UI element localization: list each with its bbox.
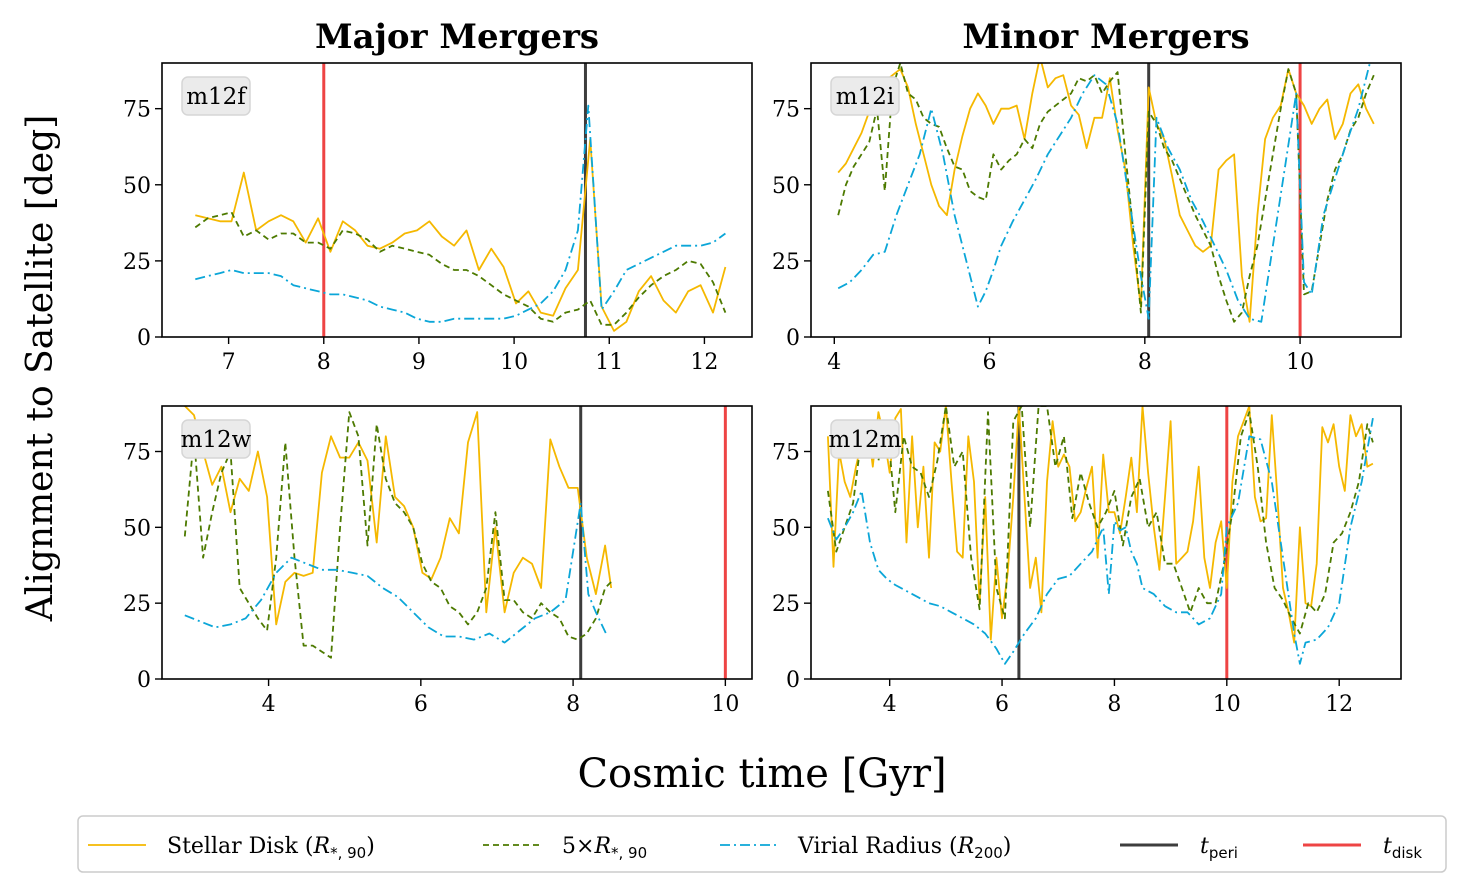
plot-area bbox=[837, 63, 1375, 337]
series-vir-line bbox=[184, 502, 609, 644]
panel-label-text: m12m bbox=[829, 427, 902, 453]
x-tick-label: 6 bbox=[983, 350, 997, 375]
y-tick-label: 75 bbox=[772, 98, 800, 123]
axes-frame bbox=[810, 62, 1402, 338]
y-tick-label: 50 bbox=[123, 516, 151, 541]
axes-frame bbox=[161, 405, 753, 680]
panel-label-text: m12i bbox=[836, 84, 894, 110]
series-five-line bbox=[837, 63, 1375, 323]
legend: Stellar Disk (R*, 90) 5×R*, 90 Virial Radi… bbox=[77, 815, 1447, 873]
y-tick-label: 0 bbox=[786, 668, 800, 693]
x-tick-label: 6 bbox=[995, 692, 1009, 717]
series-disk-line bbox=[837, 63, 1375, 323]
x-tick-label: 4 bbox=[262, 692, 276, 717]
y-tick-label: 25 bbox=[772, 592, 800, 617]
panel-m12i: 4 6 8 10 0 25 50 75 m12i bbox=[772, 62, 1402, 375]
x-tick-label: 12 bbox=[1325, 692, 1353, 717]
x-tick-label: 8 bbox=[1107, 692, 1121, 717]
x-tick-label: 10 bbox=[1213, 692, 1241, 717]
x-tick-label: 4 bbox=[827, 350, 841, 375]
panel-label: m12w bbox=[181, 419, 252, 459]
series-disk-line bbox=[195, 138, 727, 332]
y-tick-label: 25 bbox=[772, 250, 800, 275]
legend-label: Virial Radius (R200) bbox=[797, 834, 1011, 862]
series-five-line bbox=[183, 411, 612, 659]
x-tick-label: 12 bbox=[690, 350, 718, 375]
y-tick-label: 50 bbox=[123, 174, 151, 199]
y-tick-label: 0 bbox=[786, 326, 800, 351]
series-disk-line bbox=[184, 406, 613, 626]
panel-label-text: m12f bbox=[186, 84, 247, 110]
legend-label: tperi bbox=[1200, 834, 1238, 862]
panel-m12f: 7 8 9 10 11 12 0 25 50 75 m12f bbox=[123, 62, 753, 375]
y-tick-label: 75 bbox=[123, 441, 151, 466]
column-title-minor: Minor Mergers bbox=[962, 17, 1249, 57]
plot-area bbox=[194, 63, 727, 337]
x-tick-label: 8 bbox=[1138, 350, 1152, 375]
y-tick-label: 25 bbox=[123, 250, 151, 275]
axes-frame bbox=[161, 62, 753, 338]
legend-item-tdisk: tdisk bbox=[1303, 834, 1422, 862]
series-vir-line bbox=[195, 104, 726, 323]
y-tick-label: 50 bbox=[772, 174, 800, 199]
series-five-line bbox=[827, 406, 1374, 635]
y-tick-label: 75 bbox=[123, 98, 151, 123]
legend-label: 5×R*, 90 bbox=[562, 834, 647, 862]
x-tick-label: 7 bbox=[222, 350, 236, 375]
plot-area bbox=[827, 406, 1374, 679]
panel-m12w: 4 6 8 10 0 25 50 75 m12w bbox=[123, 405, 753, 717]
plot-area bbox=[183, 406, 727, 679]
x-tick-label: 10 bbox=[1286, 350, 1314, 375]
legend-frame bbox=[77, 815, 1447, 873]
series-five-line bbox=[194, 211, 727, 326]
legend-item-peri: tperi bbox=[1120, 834, 1238, 862]
panel-label: m12m bbox=[829, 419, 902, 459]
y-tick-label: 75 bbox=[772, 441, 800, 466]
panel-label-text: m12w bbox=[181, 427, 252, 453]
axes-frame bbox=[810, 405, 1402, 680]
legend-item-disk: Stellar Disk (R*, 90) bbox=[88, 834, 375, 862]
x-tick-label: 4 bbox=[883, 692, 897, 717]
x-tick-label: 8 bbox=[317, 350, 331, 375]
legend-label: Stellar Disk (R*, 90) bbox=[167, 834, 375, 862]
legend-label: tdisk bbox=[1383, 834, 1422, 862]
legend-item-five: 5×R*, 90 bbox=[483, 834, 647, 862]
x-axis-label: Cosmic time [Gyr] bbox=[577, 751, 946, 797]
x-tick-label: 10 bbox=[500, 350, 528, 375]
x-tick-label: 11 bbox=[595, 350, 623, 375]
y-axis-label: Alignment to Satellite [deg] bbox=[20, 115, 61, 623]
series-vir-line bbox=[837, 63, 1371, 323]
y-tick-label: 50 bbox=[772, 516, 800, 541]
y-tick-label: 0 bbox=[137, 668, 151, 693]
series-disk-line bbox=[827, 406, 1374, 644]
x-tick-label: 8 bbox=[566, 692, 580, 717]
x-tick-label: 9 bbox=[412, 350, 426, 375]
column-title-major: Major Mergers bbox=[315, 17, 599, 57]
x-tick-label: 10 bbox=[711, 692, 739, 717]
legend-item-vir: Virial Radius (R200) bbox=[720, 834, 1011, 862]
y-tick-label: 0 bbox=[137, 326, 151, 351]
panel-label: m12i bbox=[830, 76, 900, 116]
x-tick-label: 6 bbox=[414, 692, 428, 717]
panel-m12m: 4 6 8 10 12 0 25 50 75 m12m bbox=[772, 405, 1402, 717]
y-tick-label: 25 bbox=[123, 592, 151, 617]
panel-label: m12f bbox=[181, 76, 251, 116]
